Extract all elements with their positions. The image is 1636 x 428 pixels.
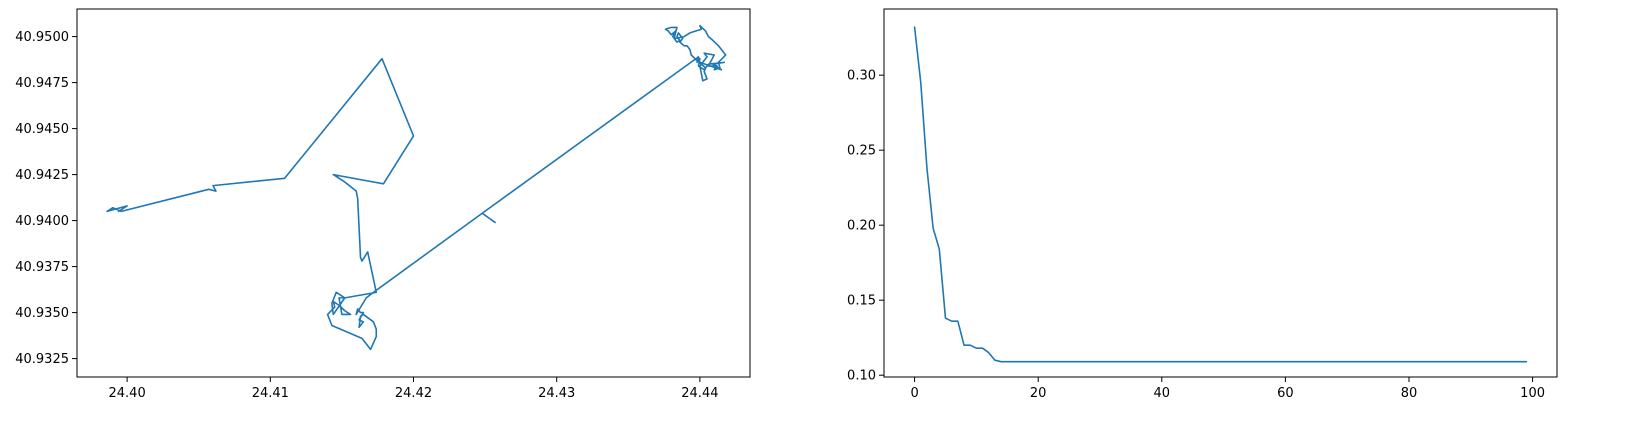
y-tick-label-0-3: 40.9400 (15, 214, 69, 229)
x-tick-label-1-0: 0 (910, 386, 918, 401)
y-tick-label-0-6: 40.9475 (15, 76, 69, 91)
y-tick-label-1-3: 0.25 (847, 144, 876, 159)
y-tick-label-1-4: 0.30 (847, 69, 876, 84)
x-tick-label-1-5: 100 (1520, 386, 1545, 401)
convergence-chart: 0 20 40 60 80 100 0.10 0.15 0.20 0.25 0.30 (847, 8, 1558, 401)
x-tick-label-0-1: 24.41 (252, 386, 289, 401)
trajectory-chart: 24.40 24.41 24.42 24.43 24.44 40.9325 40.9350 4… (15, 8, 751, 401)
x-tick-label-0-0: 24.40 (109, 386, 146, 401)
y-tick-label-0-0: 40.9325 (15, 352, 69, 367)
x-tick-label-1-4: 80 (1401, 386, 1418, 401)
x-tick-label-0-3: 24.43 (538, 386, 575, 401)
y-tick-label-0-2: 40.9375 (15, 260, 69, 275)
x-tick-label-0-4: 24.44 (681, 386, 718, 401)
x-tick-label-0-2: 24.42 (395, 386, 432, 401)
y-tick-label-0-4: 40.9425 (15, 168, 69, 183)
y-tick-label-1-0: 0.10 (847, 369, 876, 384)
y-tick-label-1-2: 0.20 (847, 219, 876, 234)
plot-frame-0 (76, 8, 751, 378)
y-tick-label-0-5: 40.9450 (15, 122, 69, 137)
x-tick-label-1-1: 20 (1030, 386, 1047, 401)
y-tick-label-1-1: 0.15 (847, 294, 876, 309)
x-tick-label-1-2: 40 (1154, 386, 1171, 401)
y-tick-label-0-7: 40.9500 (15, 30, 69, 45)
x-tick-label-1-3: 60 (1277, 386, 1294, 401)
plot-frame-1 (883, 8, 1558, 378)
series-line-0 (106, 24, 727, 351)
series-line-1 (913, 26, 1528, 363)
y-tick-label-0-1: 40.9350 (15, 306, 69, 321)
